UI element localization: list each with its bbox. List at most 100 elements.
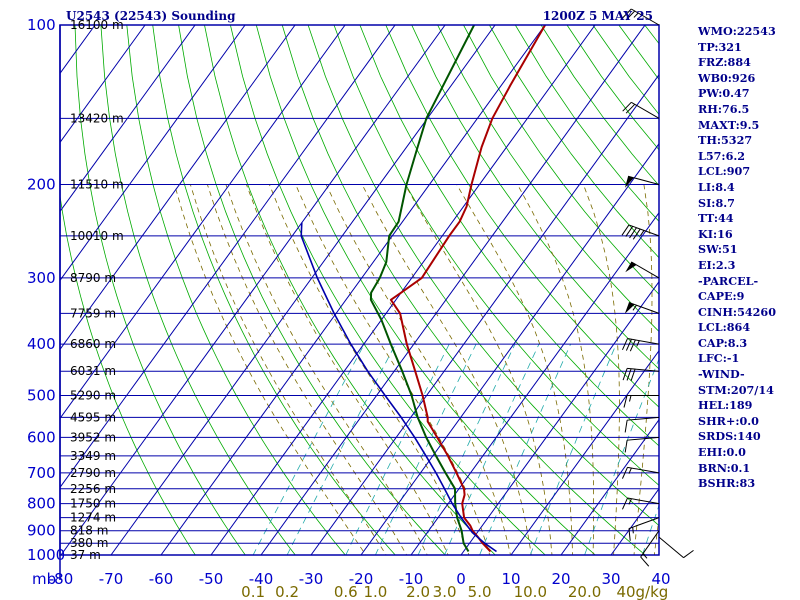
index-item: LCL:864 bbox=[698, 320, 751, 335]
index-item: WMO:22543 bbox=[698, 24, 776, 38]
moist-adiabat bbox=[404, 184, 553, 555]
isotherm bbox=[210, 25, 596, 555]
isotherm bbox=[60, 25, 146, 144]
height-label: 3952 m bbox=[70, 430, 116, 444]
height-label: 13420 m bbox=[70, 111, 124, 125]
index-item: STM:207/14 bbox=[698, 382, 774, 397]
barb-pennant bbox=[624, 302, 635, 314]
moist-adiabat bbox=[174, 184, 367, 555]
isotherm bbox=[260, 25, 646, 555]
dry-adiabat bbox=[60, 193, 196, 555]
dry-adiabat bbox=[126, 25, 346, 555]
height-label: 6860 m bbox=[70, 337, 116, 351]
barb-staff bbox=[627, 338, 660, 345]
mixing-ratio-label: 10.0 bbox=[514, 583, 547, 600]
barb-half bbox=[632, 304, 637, 311]
barb-staff bbox=[631, 101, 660, 119]
moist-adiabat bbox=[325, 184, 511, 555]
mixing-ratio-label: 0.2 bbox=[275, 583, 299, 600]
index-item: EHI:0.0 bbox=[698, 445, 746, 460]
mixing-ratio-line bbox=[374, 343, 477, 555]
moist-adiabat bbox=[456, 184, 574, 555]
wind-barb bbox=[625, 261, 660, 279]
isotherm bbox=[60, 25, 246, 282]
height-label: 818 m bbox=[70, 524, 108, 538]
dry-adiabat bbox=[230, 25, 546, 555]
barb-half bbox=[628, 467, 632, 474]
barb-half bbox=[636, 340, 640, 347]
mixing-ratio-line bbox=[252, 343, 365, 555]
barb-staff bbox=[628, 224, 660, 237]
observation-time: 1200Z 5 MAY 25 bbox=[543, 9, 653, 23]
moist-adiabat bbox=[361, 184, 532, 555]
barb-half bbox=[640, 230, 645, 236]
barb-staff bbox=[627, 175, 660, 185]
barb-full bbox=[625, 10, 636, 21]
moist-adiabat bbox=[190, 184, 387, 555]
diagram-grid bbox=[60, 25, 800, 566]
temperature-tick-label: -40 bbox=[249, 570, 274, 588]
height-label: 2790 m bbox=[70, 466, 116, 480]
barb-pennant bbox=[624, 176, 634, 188]
barb-full bbox=[622, 101, 632, 112]
index-item: RH:76.5 bbox=[698, 101, 750, 116]
temperature-tick-label: -70 bbox=[99, 570, 124, 588]
isotherm bbox=[460, 280, 659, 555]
moist-adiabat bbox=[633, 184, 653, 555]
index-item: HEL:189 bbox=[698, 398, 753, 413]
isotherm bbox=[160, 25, 546, 555]
dry-adiabat bbox=[281, 25, 646, 555]
index-item: MAXT:9.5 bbox=[698, 117, 760, 132]
index-item: PW:0.47 bbox=[698, 86, 750, 101]
index-item: WB0:926 bbox=[698, 70, 756, 85]
isotherm bbox=[310, 73, 659, 555]
pressure-tick-label: 400 bbox=[27, 335, 56, 353]
wind-barb bbox=[621, 224, 660, 240]
wind-barb bbox=[622, 101, 660, 119]
mixing-ratio-line bbox=[345, 343, 450, 555]
moist-adiabat bbox=[246, 184, 449, 555]
pressure-tick-label: 900 bbox=[27, 522, 56, 540]
index-item: CINH:54260 bbox=[698, 304, 776, 319]
isotherm bbox=[560, 418, 659, 555]
height-label: 8790 m bbox=[70, 271, 116, 285]
wind-barb bbox=[628, 517, 660, 541]
mixing-ratio-line bbox=[529, 343, 617, 555]
wind-barb bbox=[621, 497, 660, 510]
mixing-ratio-label: 0.1 bbox=[241, 583, 265, 600]
barb-full bbox=[625, 226, 634, 237]
index-item: SHR+:0.0 bbox=[698, 413, 759, 428]
height-label: 11510 m bbox=[70, 178, 124, 192]
dry-adiabat bbox=[152, 25, 396, 555]
isotherm bbox=[60, 25, 396, 489]
barb-full bbox=[632, 228, 641, 240]
wind-barb bbox=[623, 395, 659, 408]
barb-full bbox=[683, 550, 694, 559]
wind-barb bbox=[624, 436, 660, 453]
barb-full bbox=[628, 528, 631, 541]
height-label: 16100 m bbox=[70, 18, 124, 32]
index-item: CAPE:9 bbox=[698, 289, 745, 304]
barb-staff bbox=[628, 517, 660, 530]
index-item: L57:6.2 bbox=[698, 148, 746, 163]
moist-adiabat bbox=[225, 184, 428, 555]
temperature-tick-label: -30 bbox=[299, 570, 324, 588]
barb-half bbox=[632, 527, 634, 534]
mixing-ratio-line bbox=[417, 343, 516, 555]
parcel-profile bbox=[300, 222, 497, 553]
mixing-ratio-label: 2.0 bbox=[406, 583, 430, 600]
temperature-tick-label: 10 bbox=[501, 570, 520, 588]
barb-full bbox=[624, 440, 628, 453]
barb-half bbox=[629, 395, 632, 402]
barb-half bbox=[642, 553, 648, 559]
barb-staff bbox=[627, 416, 660, 421]
pressure-tick-label: 100 bbox=[27, 16, 56, 34]
isotherm bbox=[510, 349, 659, 555]
isotherm bbox=[60, 25, 296, 351]
barb-full bbox=[625, 339, 632, 351]
wind-barbs bbox=[621, 8, 694, 567]
dry-adiabat bbox=[774, 25, 800, 566]
mixing-ratio-label: 0.6 bbox=[334, 583, 358, 600]
barb-staff bbox=[627, 466, 660, 474]
